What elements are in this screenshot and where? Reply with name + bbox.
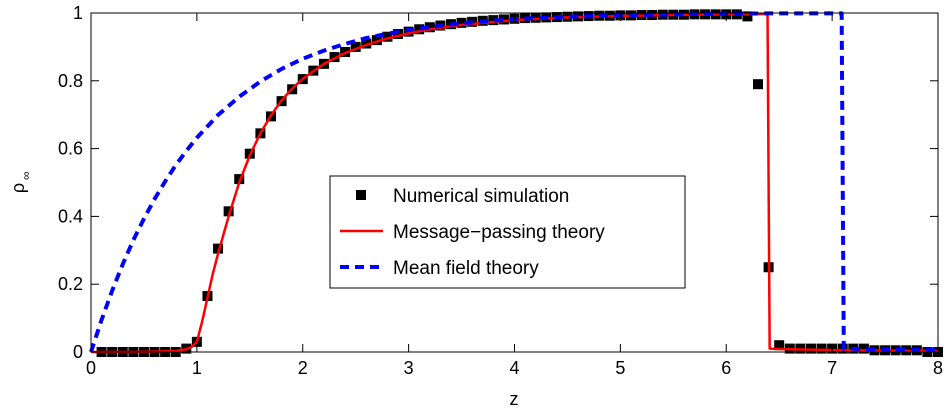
x-axis: 0 1 2 3 4 5 6 7 8 bbox=[86, 13, 943, 378]
data-point bbox=[213, 243, 224, 254]
legend-marker bbox=[356, 190, 366, 200]
data-point bbox=[361, 38, 372, 49]
x-tick-label: 1 bbox=[192, 358, 202, 378]
x-tick-label: 3 bbox=[404, 358, 414, 378]
data-point bbox=[530, 12, 541, 23]
series-line bbox=[91, 12, 939, 354]
y-axis: 0 0.2 0.4 0.6 0.8 1 bbox=[58, 3, 938, 362]
legend-box bbox=[329, 175, 686, 289]
y-tick-label: 0.6 bbox=[58, 139, 83, 159]
x-tick-label: 6 bbox=[721, 358, 731, 378]
legend-item: Numerical simulation bbox=[356, 186, 569, 207]
x-tick-label: 0 bbox=[86, 358, 96, 378]
data-point bbox=[858, 343, 869, 354]
data-point bbox=[393, 29, 404, 40]
data-point bbox=[223, 206, 234, 217]
legend-label: Message−passing theory bbox=[393, 222, 605, 243]
legend: Numerical simulation Message−passing theo… bbox=[329, 175, 686, 289]
data-point bbox=[424, 22, 435, 33]
data-point bbox=[456, 17, 467, 28]
y-tick-label: 0 bbox=[73, 342, 83, 362]
data-point bbox=[371, 35, 382, 46]
data-point bbox=[414, 24, 425, 35]
data-point bbox=[753, 79, 764, 90]
plot-area bbox=[89, 9, 943, 357]
series-line bbox=[89, 11, 939, 353]
y-tick-label: 0.4 bbox=[58, 206, 83, 226]
y-tick-label: 0.2 bbox=[58, 274, 83, 294]
y-tick-label: 0.8 bbox=[58, 71, 83, 91]
x-tick-label: 4 bbox=[509, 358, 519, 378]
y-axis-label: ρ ∞ bbox=[8, 171, 33, 193]
series-3 bbox=[89, 11, 939, 353]
data-point bbox=[382, 31, 393, 42]
x-axis-label: z bbox=[510, 389, 519, 409]
x-tick-label: 5 bbox=[615, 358, 625, 378]
y-axis-label-subscript: ∞ bbox=[19, 171, 33, 180]
legend-label: Mean field theory bbox=[393, 258, 539, 279]
legend-items: Numerical simulation Message−passing theo… bbox=[340, 186, 605, 279]
x-tick-label: 7 bbox=[827, 358, 837, 378]
x-tick-label: 2 bbox=[298, 358, 308, 378]
y-tick-label: 1 bbox=[73, 3, 83, 23]
data-point bbox=[498, 14, 509, 25]
data-point bbox=[488, 15, 499, 26]
y-axis-label-main: ρ bbox=[8, 183, 28, 193]
data-point bbox=[742, 11, 753, 22]
data-point bbox=[774, 340, 785, 351]
legend-item: Message−passing theory bbox=[340, 222, 605, 243]
x-tick-label: 8 bbox=[933, 358, 943, 378]
legend-label: Numerical simulation bbox=[393, 186, 569, 207]
series-2 bbox=[91, 12, 939, 354]
legend-item: Mean field theory bbox=[340, 258, 539, 279]
data-point bbox=[350, 41, 361, 52]
